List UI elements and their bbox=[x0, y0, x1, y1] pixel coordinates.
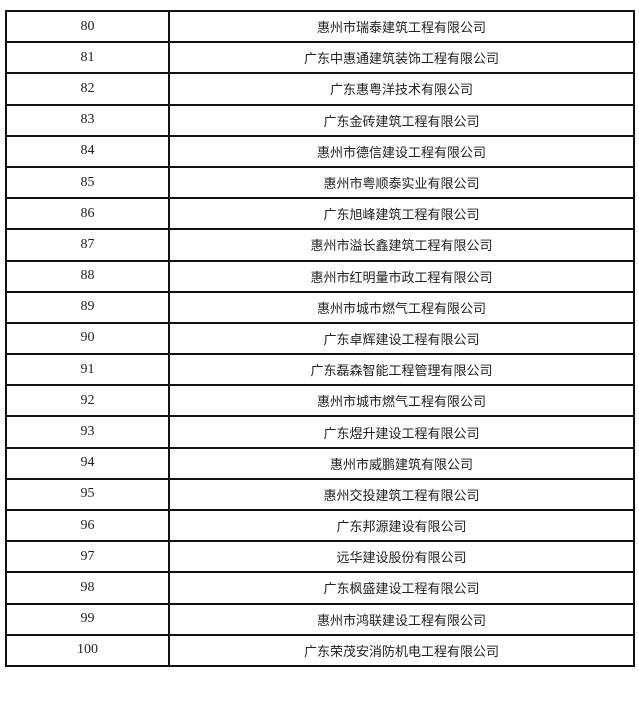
row-number: 82 bbox=[5, 72, 170, 106]
table-row: 90 广东卓辉建设工程有限公司 bbox=[5, 321, 635, 356]
row-number: 86 bbox=[5, 197, 170, 231]
company-name: 广东旭峰建筑工程有限公司 bbox=[168, 197, 635, 231]
table-row: 100 广东荣茂安消防机电工程有限公司 bbox=[5, 633, 635, 667]
table-row: 92 惠州市城市燃气工程有限公司 bbox=[5, 384, 635, 418]
company-name: 广东枫盛建设工程有限公司 bbox=[168, 571, 635, 605]
table-row: 89 惠州市城市燃气工程有限公司 bbox=[5, 290, 635, 324]
company-name: 广东磊森智能工程管理有限公司 bbox=[168, 353, 635, 387]
table-row: 82 广东惠粤洋技术有限公司 bbox=[5, 72, 635, 106]
table-row: 80 惠州市瑞泰建筑工程有限公司 bbox=[5, 9, 635, 44]
table-row: 84 惠州市德信建设工程有限公司 bbox=[5, 134, 635, 168]
table-row: 97 远华建设股份有限公司 bbox=[5, 540, 635, 574]
row-number: 87 bbox=[5, 228, 170, 262]
table-row: 86 广东旭峰建筑工程有限公司 bbox=[5, 197, 635, 231]
row-number: 95 bbox=[5, 477, 170, 512]
company-name: 惠州市城市燃气工程有限公司 bbox=[168, 384, 635, 418]
company-name: 广东邦源建设有限公司 bbox=[168, 508, 635, 543]
row-number: 94 bbox=[5, 446, 170, 480]
company-name: 惠州市瑞泰建筑工程有限公司 bbox=[168, 9, 635, 44]
row-number: 98 bbox=[5, 571, 170, 605]
company-name: 惠州市溢长鑫建筑工程有限公司 bbox=[168, 228, 635, 262]
company-name: 远华建设股份有限公司 bbox=[168, 540, 635, 574]
company-list-table: 80 惠州市瑞泰建筑工程有限公司 81 广东中惠通建筑装饰工程有限公司 82 广东惠粤洋技… bbox=[5, 9, 635, 667]
row-number: 93 bbox=[5, 415, 170, 449]
table-row: 95 惠州交投建筑工程有限公司 bbox=[5, 477, 635, 512]
table-row: 87 惠州市溢长鑫建筑工程有限公司 bbox=[5, 228, 635, 262]
table-row: 88 惠州市红明量市政工程有限公司 bbox=[5, 259, 635, 293]
row-number: 84 bbox=[5, 134, 170, 168]
row-number: 92 bbox=[5, 384, 170, 418]
company-name: 广东煜升建设工程有限公司 bbox=[168, 415, 635, 449]
row-number: 97 bbox=[5, 540, 170, 574]
table-row: 98 广东枫盛建设工程有限公司 bbox=[5, 571, 635, 605]
row-number: 80 bbox=[5, 9, 170, 44]
row-number: 89 bbox=[5, 290, 170, 324]
company-name: 惠州市红明量市政工程有限公司 bbox=[168, 259, 635, 293]
row-number: 90 bbox=[5, 321, 170, 356]
row-number: 99 bbox=[5, 602, 170, 636]
row-number: 96 bbox=[5, 508, 170, 543]
table-row: 99 惠州市鸿联建设工程有限公司 bbox=[5, 602, 635, 636]
row-number: 91 bbox=[5, 353, 170, 387]
row-number: 85 bbox=[5, 165, 170, 200]
table-row: 83 广东金砖建筑工程有限公司 bbox=[5, 103, 635, 137]
row-number: 88 bbox=[5, 259, 170, 293]
company-name: 惠州交投建筑工程有限公司 bbox=[168, 477, 635, 512]
company-name: 广东金砖建筑工程有限公司 bbox=[168, 103, 635, 137]
company-name: 惠州市城市燃气工程有限公司 bbox=[168, 290, 635, 324]
table-body: 80 惠州市瑞泰建筑工程有限公司 81 广东中惠通建筑装饰工程有限公司 82 广东惠粤洋技… bbox=[5, 9, 635, 667]
table-row: 96 广东邦源建设有限公司 bbox=[5, 508, 635, 543]
table-row: 85 惠州市粤顺泰实业有限公司 bbox=[5, 165, 635, 200]
table-row: 93 广东煜升建设工程有限公司 bbox=[5, 415, 635, 449]
row-number: 100 bbox=[5, 633, 170, 667]
row-number: 81 bbox=[5, 41, 170, 75]
company-name: 广东中惠通建筑装饰工程有限公司 bbox=[168, 41, 635, 75]
company-name: 惠州市德信建设工程有限公司 bbox=[168, 134, 635, 168]
company-name: 广东卓辉建设工程有限公司 bbox=[168, 321, 635, 356]
company-name: 惠州市威鹏建筑有限公司 bbox=[168, 446, 635, 480]
table-row: 81 广东中惠通建筑装饰工程有限公司 bbox=[5, 41, 635, 75]
row-number: 83 bbox=[5, 103, 170, 137]
company-name: 惠州市鸿联建设工程有限公司 bbox=[168, 602, 635, 636]
table-row: 91 广东磊森智能工程管理有限公司 bbox=[5, 353, 635, 387]
company-name: 广东荣茂安消防机电工程有限公司 bbox=[168, 633, 635, 667]
company-name: 惠州市粤顺泰实业有限公司 bbox=[168, 165, 635, 200]
company-name: 广东惠粤洋技术有限公司 bbox=[168, 72, 635, 106]
table-row: 94 惠州市威鹏建筑有限公司 bbox=[5, 446, 635, 480]
